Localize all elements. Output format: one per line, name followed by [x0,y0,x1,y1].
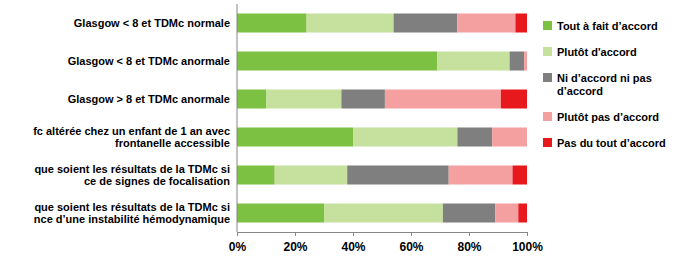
bar-segment [347,166,449,185]
category-label: fc altérée chez un enfant de 1 an avecfr… [33,125,230,150]
bar-segment [324,204,443,223]
bar-segment [307,14,394,33]
legend-label: Ni d’accord ni pasd’accord [557,72,652,97]
legend-item: Pas du tout d’accord [543,137,666,149]
bar-segment [237,166,275,185]
tick-mark [295,232,296,236]
category-label: que soient les résultats de la TDMc sice… [34,163,230,188]
bar-segment [341,90,385,109]
bar-segment [237,128,353,147]
tick-mark [411,232,412,236]
tick-label: 20% [283,240,307,254]
tick: 100% [512,232,543,254]
bar-segment [237,90,266,109]
bar-segment [275,166,348,185]
bar-segment [457,128,492,147]
bar-segment [501,90,527,109]
legend-item: Plutôt pas d’accord [543,111,659,123]
series [385,14,527,223]
bar-segment [492,128,527,147]
category-label: Glasgow > 8 et TDMc anormale [68,93,230,105]
legend-item: Ni d’accord ni pasd’accord [543,72,652,97]
legend-item: Tout à fait d’accord [543,20,658,32]
bar-segment [385,90,501,109]
tick: 40% [341,232,365,254]
tick: 20% [283,232,307,254]
tick-label: 60% [399,240,423,254]
category-label: Glasgow < 8 et TDMc anormale [68,55,230,67]
bar-segment [437,52,510,71]
tick: 0% [229,232,247,254]
bar-segment [527,128,528,147]
category-labels: Glasgow < 8 et TDMc normale Glasgow < 8 e… [33,17,230,225]
bar-segment [513,166,528,185]
x-axis: 0% 20% 40% 60% 80% 100% [229,232,543,254]
legend-swatch [543,47,552,56]
plot: 0% 20% 40% 60% 80% 100% [229,4,543,254]
bar-segment [237,204,324,223]
tick-label: 0% [229,240,247,254]
series [237,14,437,223]
bar-segment [527,52,528,71]
legend: Tout à fait d’accord Plutôt d'accord Ni d’… [543,20,666,149]
bar-segment [266,90,341,109]
legend-swatch [543,112,552,121]
series [341,14,524,223]
tick-mark [469,232,470,236]
bar-segment [510,52,524,71]
tick-label: 40% [341,240,365,254]
bar-segment [449,166,513,185]
legend-label: Tout à fait d’accord [557,20,658,32]
legend-swatch [543,138,552,147]
legend-swatch [543,73,552,82]
series [501,14,527,223]
legend-swatch [543,21,552,30]
bar-segment [237,52,437,71]
x-axis-line [238,233,528,237]
bar-segment [237,14,307,33]
bar-segment [495,204,518,223]
tick-mark [353,232,354,236]
bar-segment [353,128,457,147]
category-label: Glasgow < 8 et TDMc normale [74,17,230,29]
bar-segment [518,204,527,223]
bar-segment [515,14,527,33]
bar-segment [394,14,458,33]
tick: 80% [457,232,481,254]
bars [237,14,527,223]
tick-mark [237,232,238,236]
bar-segment [457,14,515,33]
tick-label: 100% [512,240,543,254]
legend-label: Plutôt pas d’accord [557,111,659,123]
tick: 60% [399,232,423,254]
bar-segment [524,52,527,71]
y-axis-line [237,4,238,232]
tick-mark [527,232,528,236]
series [266,14,510,223]
legend-item: Plutôt d'accord [543,46,637,58]
legend-label: Pas du tout d’accord [557,137,666,149]
legend-label: Plutôt d'accord [557,46,637,58]
bar-segment [443,204,495,223]
chart: 0% 20% 40% 60% 80% 100% Glasgow < 8 et TDMc no… [0,0,696,262]
tick-label: 80% [457,240,481,254]
category-label: que soient les résultats de la TDMc sinc… [34,201,230,226]
